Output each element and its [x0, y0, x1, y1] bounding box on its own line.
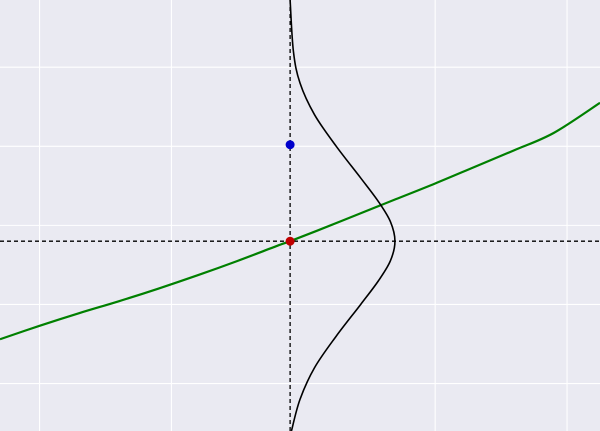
data-point-1 [285, 140, 295, 150]
series-line-density-profile-1 [289, 0, 396, 431]
data-point-0 [285, 236, 295, 246]
data-points [285, 140, 295, 246]
